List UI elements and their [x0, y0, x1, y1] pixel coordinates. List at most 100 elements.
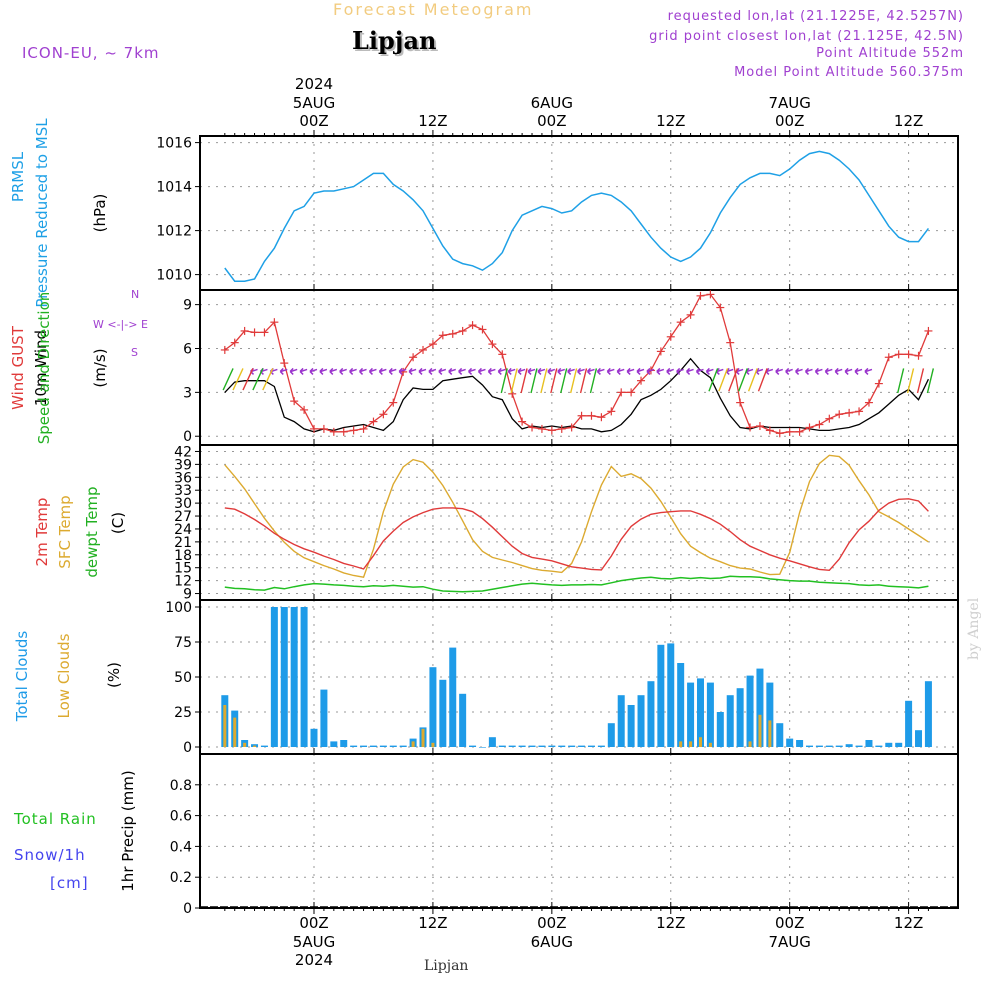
barb-head [309, 367, 314, 375]
footer-location: Lipjan [424, 958, 469, 974]
y-tick-label: 36 [174, 470, 192, 486]
wind-barb-calm [547, 367, 556, 375]
gust-marker [845, 408, 854, 417]
gust-marker [656, 347, 665, 356]
gust-marker [409, 353, 418, 362]
gust-marker [319, 424, 328, 433]
barb-head [626, 367, 631, 375]
total-cloud-bar [449, 647, 457, 747]
barb-shaft [756, 368, 764, 373]
wind-barb-strong [520, 368, 528, 394]
total-cloud-bar [340, 740, 348, 747]
panel-frame-3 [199, 444, 959, 601]
wind-barb-calm [567, 367, 575, 375]
y-tick-label: 9 [183, 587, 192, 603]
barb-shaft [528, 368, 536, 373]
wind-barb-strong [540, 368, 548, 394]
low-cloud-bar [253, 745, 257, 747]
barb-shaft [786, 368, 793, 373]
barb-head [547, 367, 552, 375]
gust-marker [250, 328, 259, 337]
total-cloud-bar [597, 745, 605, 747]
y-tick-label: 15 [174, 561, 192, 577]
wind-barb-strong [728, 368, 739, 392]
gust-marker [310, 424, 318, 433]
wind-barb-calm [299, 367, 308, 375]
gust-marker [617, 388, 626, 397]
gust-marker [240, 326, 249, 335]
dewpt-line [224, 575, 929, 593]
wind-barb-calm [477, 367, 486, 375]
barb-shaft [281, 368, 288, 373]
barb-shaft [667, 368, 674, 373]
barb-shaft [617, 368, 625, 373]
wind-barb-calm [507, 367, 516, 375]
total-cloud-bar [310, 728, 318, 747]
wind-barb-strong [569, 368, 578, 394]
low-cloud-bar [679, 741, 683, 747]
wind-barb-calm [795, 367, 803, 375]
barb-head [686, 367, 691, 375]
y-tick-label: 18 [174, 548, 192, 564]
snow-unit-label: [cm] [50, 874, 89, 892]
gust-marker [716, 303, 725, 312]
barb-shaft [459, 368, 466, 373]
barb-head [567, 367, 572, 375]
gust-marker [746, 423, 755, 432]
barb-shaft [736, 368, 744, 373]
gust-marker [755, 421, 764, 430]
total-cloud-bar [726, 695, 734, 747]
barb-head [785, 367, 790, 375]
wind-barb-calm [676, 367, 684, 375]
barb-head [329, 367, 334, 375]
gust-marker [666, 332, 675, 341]
gust-marker [498, 350, 507, 359]
barb-shaft [419, 368, 427, 373]
barb-shaft [558, 368, 565, 373]
wind-barb-strong [579, 368, 588, 394]
barb-shaft [776, 368, 784, 373]
total-cloud-bar [488, 737, 496, 747]
y-tick-label: 3 [183, 385, 192, 401]
gust-marker [389, 398, 398, 407]
barb-shaft [637, 368, 645, 373]
barb-head [299, 367, 304, 375]
total-cloud-bar [369, 745, 377, 747]
total-cloud-bar [459, 693, 467, 747]
total-cloud-bar [469, 745, 477, 747]
temp-2m-line [224, 498, 929, 572]
barb-head [477, 367, 483, 375]
point-altitude: Point Altitude 552m [816, 46, 964, 61]
total-cloud-bar [815, 745, 823, 747]
total-cloud-bar [558, 745, 566, 747]
barb-head [468, 367, 473, 375]
barb-head [408, 367, 413, 375]
wind-barb-strong [242, 368, 254, 391]
wind-barb-calm [448, 367, 456, 375]
total-cloud-bar [924, 681, 932, 747]
total-cloud-bar [915, 730, 923, 747]
total-cloud-bar [845, 744, 853, 747]
total-cloud-bar [905, 700, 913, 747]
compass-s: S [131, 346, 138, 359]
wind-barb-strong [916, 368, 925, 394]
barb-shaft [261, 368, 268, 373]
barb-head [497, 367, 502, 375]
barb-head [676, 367, 681, 375]
wind-barb-strong [252, 368, 264, 391]
y-tick-label: 0 [183, 901, 192, 917]
y-tick-label: 27 [174, 509, 192, 525]
barb-shaft [499, 368, 506, 373]
total-cloud-bar [637, 695, 645, 747]
barb-head [646, 367, 651, 375]
wind-barb-strong [232, 368, 244, 391]
gust-marker [825, 414, 834, 423]
barb-shaft [320, 368, 328, 373]
barb-head [616, 367, 621, 375]
barb-head [824, 367, 829, 375]
y-tick-label: 39 [174, 457, 192, 473]
total-cloud-bar [320, 689, 328, 747]
y-tick-label: 0 [183, 429, 192, 445]
wind-barb-calm [408, 367, 417, 375]
barb-head [586, 367, 592, 375]
